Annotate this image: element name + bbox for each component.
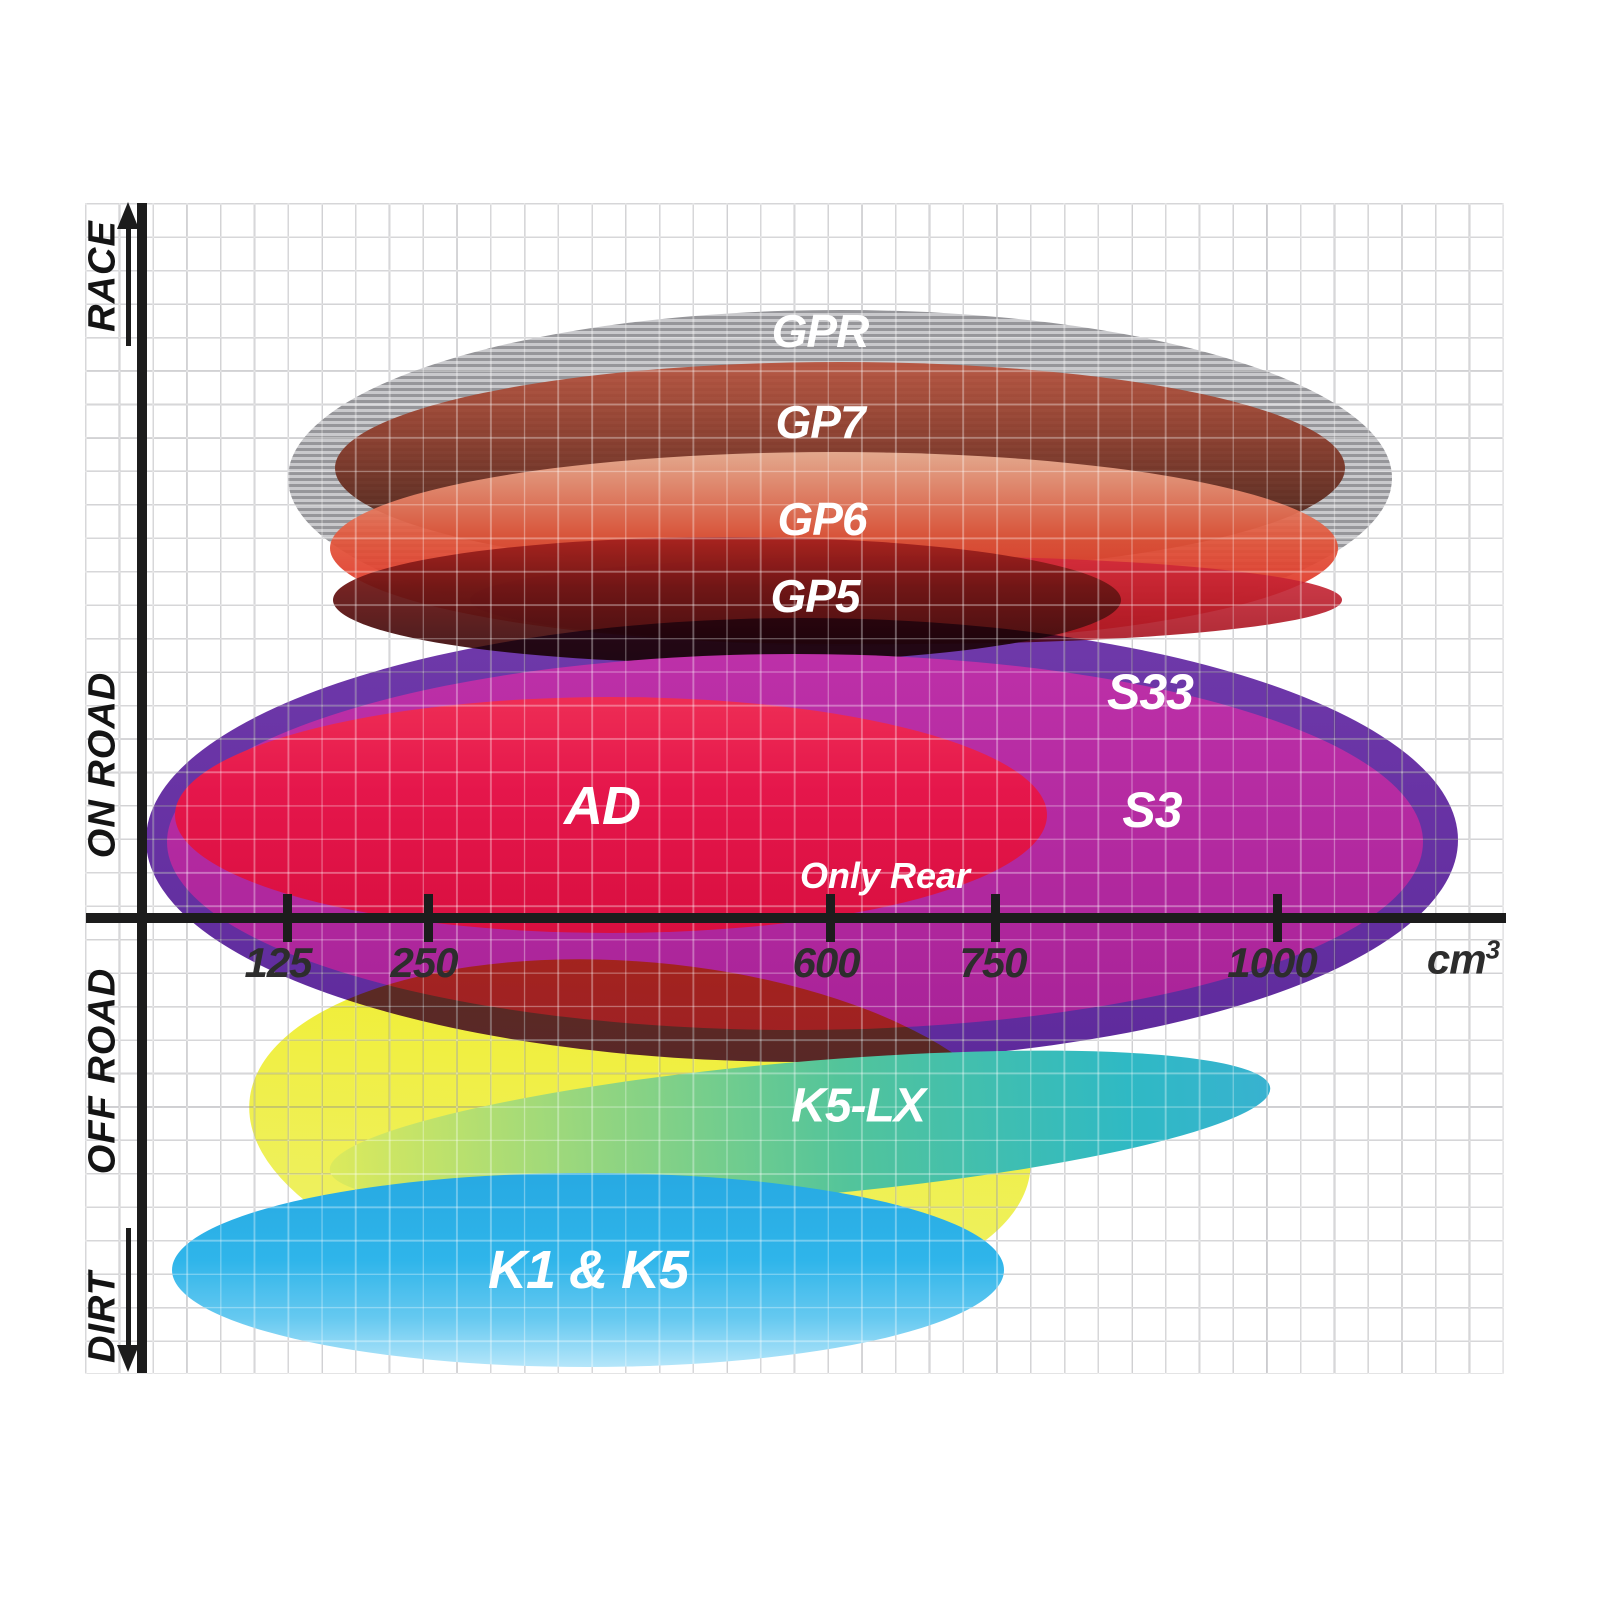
s3-label: S3 xyxy=(1122,782,1182,838)
x-tick-label-125: 125 xyxy=(244,939,312,986)
x-tick-label-250: 250 xyxy=(390,939,458,986)
x-unit-exponent: 3 xyxy=(1485,934,1501,965)
x-tick-label-1000: 1000 xyxy=(1227,939,1317,986)
x-tick-125 xyxy=(283,894,292,942)
dirt-arrow-down-icon xyxy=(126,1228,131,1346)
ad-ellipse xyxy=(175,697,1047,933)
race-arrow-up-icon xyxy=(126,228,131,346)
y-axis-line xyxy=(137,203,147,1373)
x-tick-750 xyxy=(991,894,1000,942)
y-label-race: RACE xyxy=(81,220,124,332)
x-unit-label: cm3 xyxy=(1426,934,1501,984)
x-tick-1000 xyxy=(1273,894,1282,942)
x-axis-line xyxy=(86,913,1506,923)
race-arrow-up-icon xyxy=(117,202,139,229)
k5lx-label: K5-LX xyxy=(791,1079,926,1133)
gp5-label: GP5 xyxy=(770,570,860,622)
k1k5-ellipse xyxy=(172,1173,1004,1367)
x-tick-label-750: 750 xyxy=(959,939,1027,986)
dirt-arrow-down-icon xyxy=(117,1345,139,1372)
gp7-label: GP7 xyxy=(775,396,865,448)
y-label-off-road: OFF ROAD xyxy=(81,967,124,1175)
x-tick-600 xyxy=(826,894,835,942)
s33-label: S33 xyxy=(1107,664,1194,720)
y-label-dirt: DIRT xyxy=(81,1271,124,1363)
x-tick-label-600: 600 xyxy=(792,939,860,986)
gpr-label: GPR xyxy=(771,305,870,357)
y-label-on-road: ON ROAD xyxy=(81,671,124,859)
x-unit-base: cm xyxy=(1426,935,1487,983)
gp6-label: GP6 xyxy=(777,493,867,545)
k1k5-label: K1 & K5 xyxy=(487,1240,689,1300)
only-rear-label: Only Rear xyxy=(799,855,971,896)
ad-label: AD xyxy=(564,776,641,836)
x-tick-250 xyxy=(424,894,433,942)
